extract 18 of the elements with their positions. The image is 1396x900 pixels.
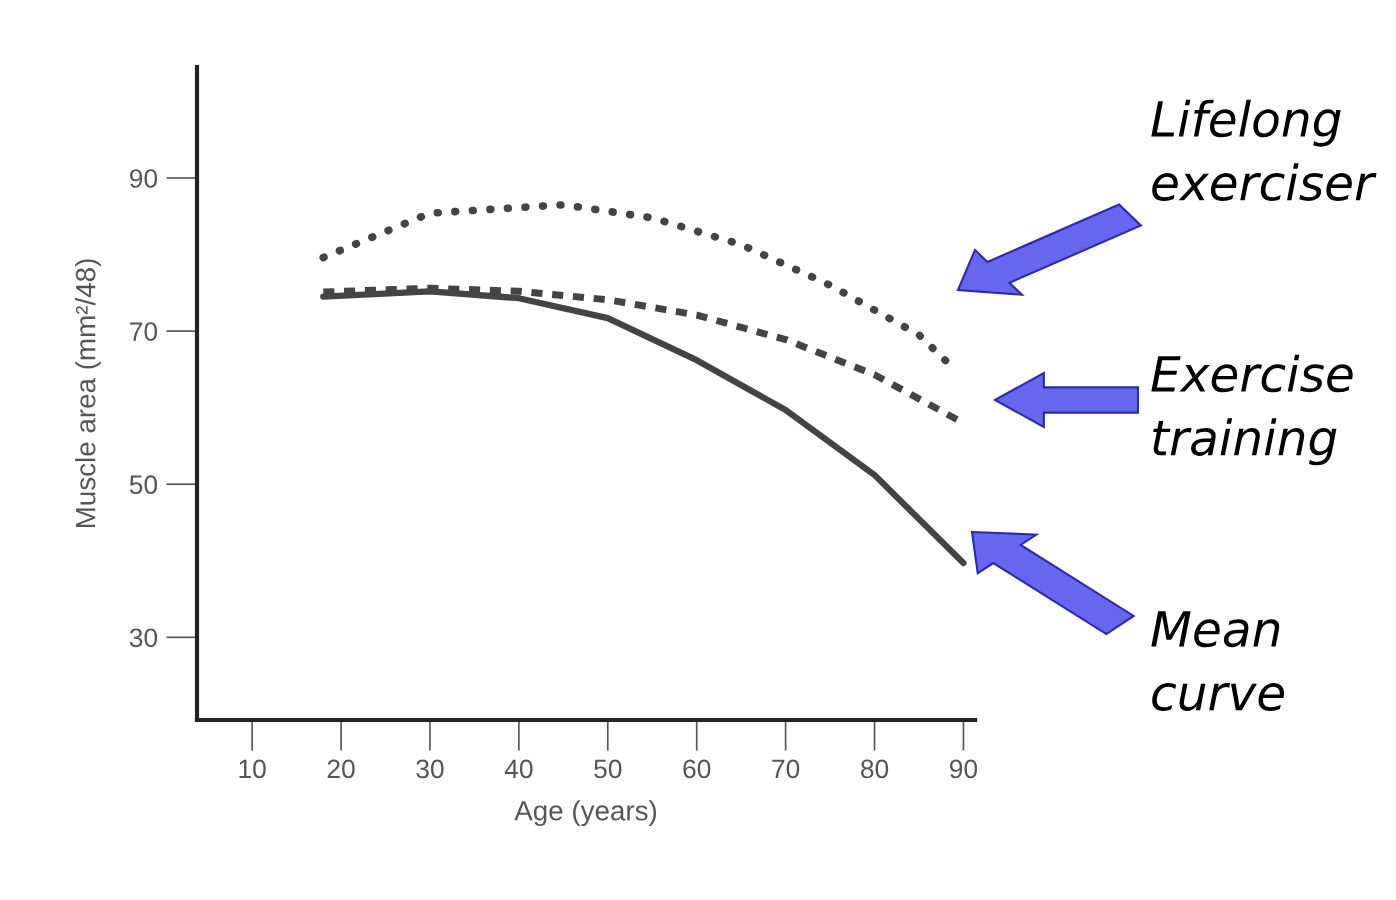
x-axis-title: Age (years) <box>514 800 657 827</box>
x-tick-label: 70 <box>772 759 800 779</box>
text: Mean curve <box>1151 611 1285 711</box>
x-tick-label: 50 <box>594 759 622 779</box>
y-tick-label: 50 <box>129 475 158 495</box>
text: Lifelong exerciser <box>1151 99 1377 201</box>
x-tick-label: 20 <box>327 759 355 779</box>
y-tick-label: 90 <box>130 169 158 188</box>
x-tick-label: 90 <box>950 759 978 779</box>
x-tick-label: 40 <box>504 759 533 779</box>
y-tick-label: 30 <box>129 628 158 648</box>
y-axis-title: Muscle area (mm²/48) <box>75 259 101 528</box>
x-tick-label: 80 <box>861 759 889 779</box>
x-tick-label: 10 <box>239 759 266 779</box>
text: Exercise training <box>1151 354 1353 466</box>
y-tick-label: 70 <box>130 322 158 341</box>
x-tick-label: 30 <box>416 759 444 779</box>
x-tick-label: 60 <box>683 759 711 779</box>
